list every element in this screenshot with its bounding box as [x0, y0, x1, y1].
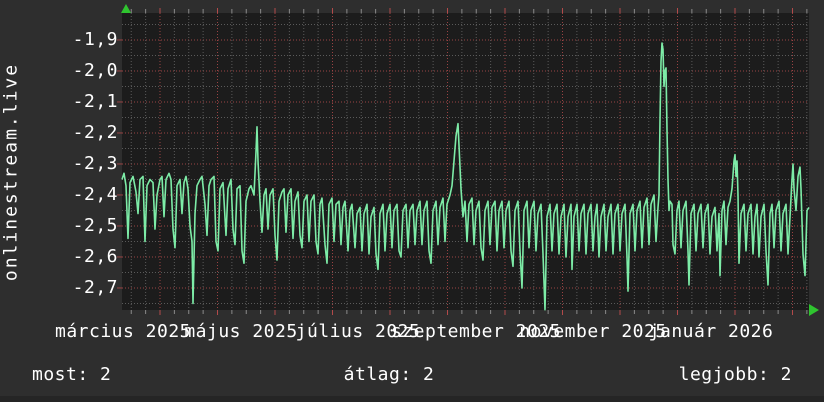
- x-axis-arrow-icon: [809, 304, 819, 316]
- y-axis-label: -2,7: [72, 276, 118, 298]
- y-axis-label: -2,5: [72, 214, 118, 236]
- x-axis-label: november 2025: [519, 321, 667, 342]
- stat-legjobb-value: 2: [780, 364, 792, 385]
- stat-most: most: 2: [32, 364, 111, 385]
- y-axis-label: -2,6: [72, 245, 118, 267]
- stat-atlag: átlag: 2: [344, 364, 435, 385]
- stat-legjobb-label: legjobb:: [678, 364, 770, 385]
- stat-most-value: 2: [100, 364, 112, 385]
- watermark: onlinestream.live: [0, 62, 22, 282]
- x-axis-label: január 2026: [648, 321, 774, 342]
- y-axis-arrow-icon: [121, 4, 131, 13]
- x-axis-label: május 2025: [184, 321, 298, 342]
- y-axis-label: -2,4: [72, 183, 118, 205]
- y-axis-label: -2,1: [72, 90, 118, 112]
- plot-area: [122, 13, 809, 310]
- data-line: [121, 42, 810, 311]
- time-series-chart: [117, 8, 810, 315]
- x-axis-label: március 2025: [54, 321, 192, 342]
- y-axis-label: -1,9: [72, 28, 118, 50]
- stat-legjobb: legjobb: 2: [679, 364, 792, 385]
- stat-atlag-value: 2: [423, 364, 435, 385]
- stat-most-label: most:: [32, 364, 89, 385]
- y-axis-label: -2,3: [72, 152, 118, 174]
- footer-strip: [0, 396, 824, 402]
- x-axis-label: július 2025: [295, 321, 421, 342]
- y-axis-label: -2,0: [72, 59, 118, 81]
- stat-atlag-label: átlag:: [343, 364, 412, 385]
- y-axis-label: -2,2: [72, 121, 118, 143]
- x-axis-label: szeptember 2025: [390, 321, 562, 342]
